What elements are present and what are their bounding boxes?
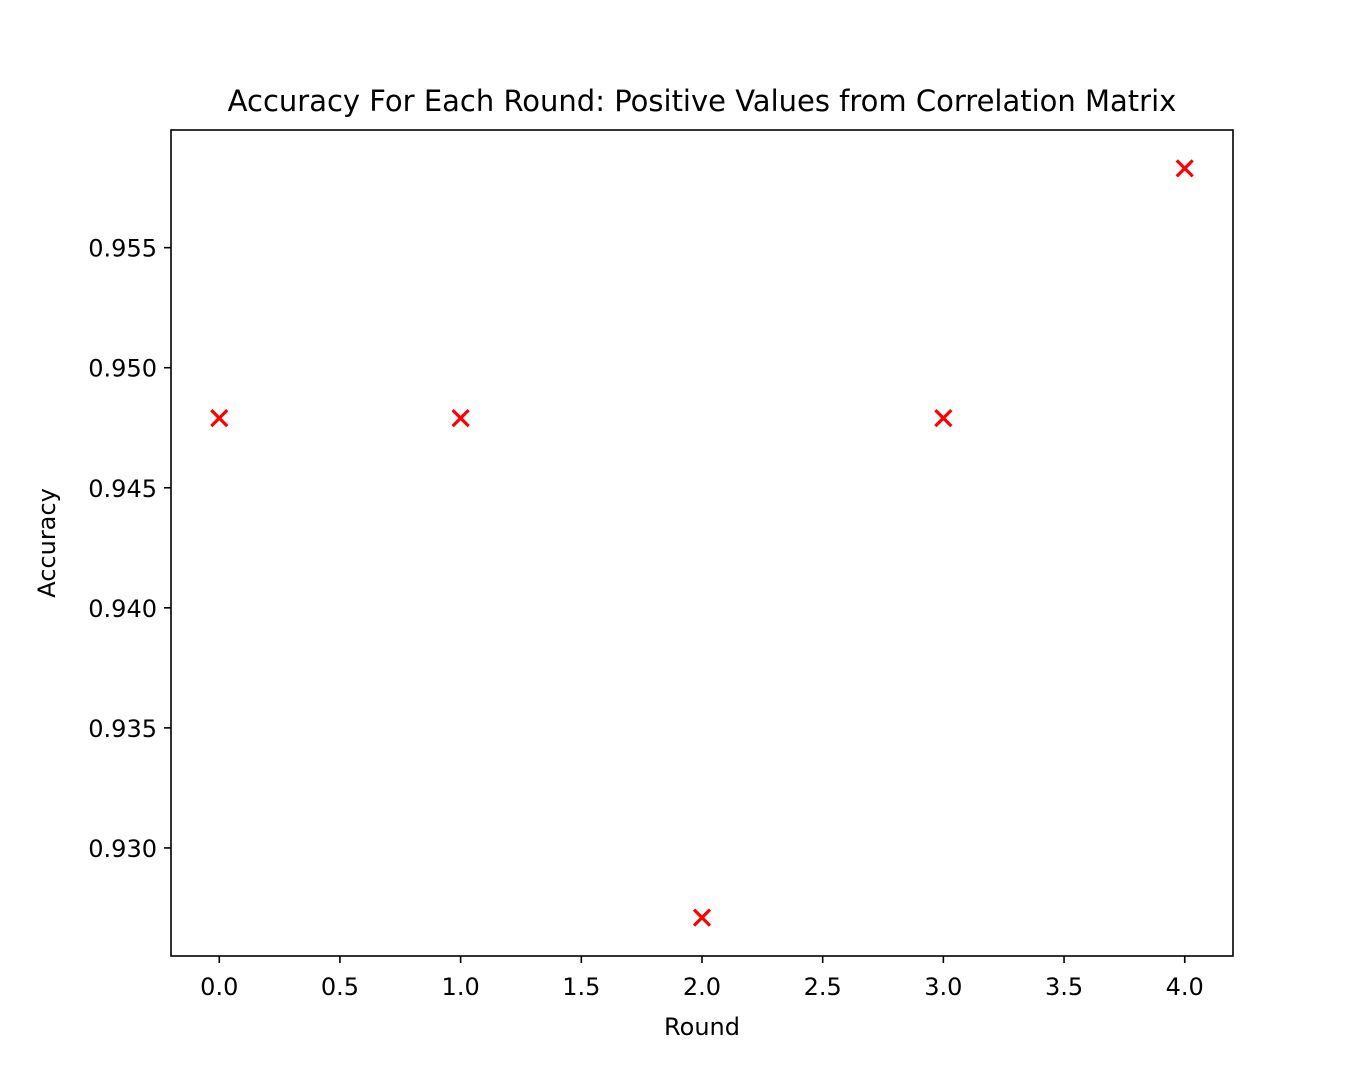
x-tick-label: 4.0: [1166, 973, 1204, 1001]
y-tick-label: 0.935: [88, 715, 157, 743]
data-point: [692, 908, 712, 927]
y-axis-label: Accuracy: [33, 488, 61, 598]
data-point: [1175, 159, 1194, 178]
y-tick-label: 0.950: [88, 355, 157, 383]
y-tick-label: 0.930: [88, 835, 157, 863]
data-points: [210, 159, 1194, 927]
x-tick-label: 1.5: [562, 973, 600, 1001]
x-tick-label: 1.0: [442, 973, 480, 1001]
y-tick-label: 0.940: [88, 595, 157, 623]
data-point: [451, 409, 470, 428]
x-tick-label: 0.0: [200, 973, 238, 1001]
x-tick-label: 3.0: [924, 973, 962, 1001]
y-axis-ticks: 0.930 0.935 0.940 0.945 0.950 0.955: [88, 235, 171, 863]
y-tick-label: 0.945: [88, 475, 157, 503]
x-axis-label: Round: [664, 1013, 740, 1041]
x-tick-label: 2.0: [683, 973, 721, 1001]
x-tick-label: 3.5: [1045, 973, 1083, 1001]
x-tick-label: 2.5: [804, 973, 842, 1001]
y-tick-label: 0.955: [88, 235, 157, 263]
x-axis-ticks: 0.0 0.5 1.0 1.5 2.0 2.5 3.0 3.5 4.0: [200, 956, 1204, 1001]
data-point: [934, 409, 953, 428]
chart-title: Accuracy For Each Round: Positive Values…: [228, 84, 1177, 118]
plot-area-frame: [170, 129, 1234, 957]
x-tick-label: 0.5: [321, 973, 359, 1001]
data-point: [210, 409, 229, 428]
